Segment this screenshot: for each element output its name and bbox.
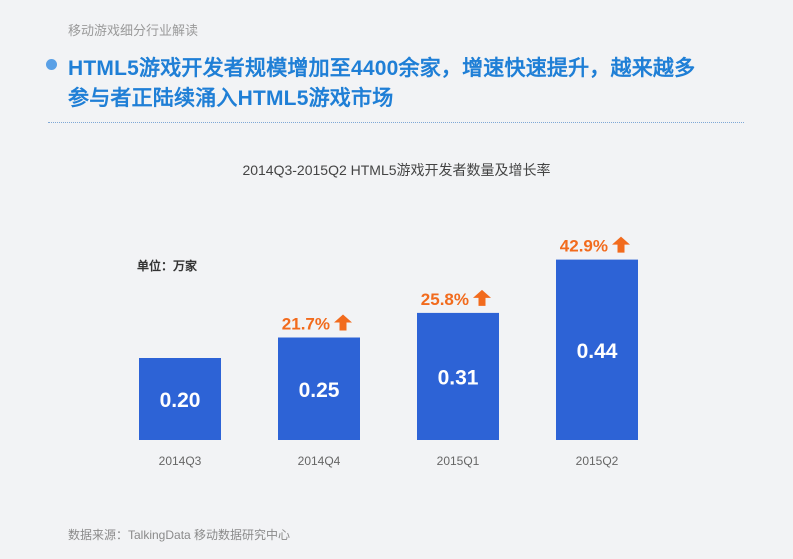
headline-line-2: 参与者正陆续涌入HTML5游戏市场 bbox=[68, 87, 394, 110]
category-label: 2014Q4 bbox=[298, 454, 341, 468]
bar-value-label: 0.25 bbox=[299, 379, 340, 402]
growth-rate-label: 42.9% bbox=[560, 237, 608, 256]
up-arrow-icon bbox=[473, 289, 491, 306]
growth-rate-label: 21.7% bbox=[282, 315, 330, 334]
bullet-icon bbox=[46, 59, 57, 70]
bar-value-label: 0.31 bbox=[438, 366, 479, 389]
source-note: 数据来源：TalkingData 移动数据研究中心 bbox=[68, 528, 291, 542]
divider bbox=[48, 122, 744, 123]
category-label: 2015Q1 bbox=[437, 454, 480, 468]
bar-chart: 0.20 2014Q3 0.25 2014Q4 21.7% 0.31 2015Q1 25.8%… bbox=[139, 236, 638, 468]
up-arrow-icon bbox=[334, 314, 352, 331]
category-label: 2015Q2 bbox=[576, 454, 619, 468]
bar-2015Q1 bbox=[417, 312, 499, 440]
bar-2015Q2 bbox=[556, 259, 638, 440]
category-label: 2014Q3 bbox=[159, 454, 202, 468]
up-arrow-icon bbox=[612, 236, 630, 253]
bar-2014Q4 bbox=[278, 337, 360, 440]
bar-value-label: 0.44 bbox=[577, 340, 618, 363]
section-label: 移动游戏细分行业解读 bbox=[68, 23, 199, 38]
bar-2014Q3 bbox=[139, 358, 221, 440]
bar-value-label: 0.20 bbox=[160, 389, 201, 412]
unit-label: 单位：万家 bbox=[137, 259, 198, 273]
growth-rate-label: 25.8% bbox=[421, 290, 469, 309]
chart-title: 2014Q3-2015Q2 HTML5游戏开发者数量及增长率 bbox=[242, 162, 551, 178]
headline-line-1: HTML5游戏开发者规模增加至4400余家，增速快速提升，越来越多 bbox=[68, 57, 696, 80]
